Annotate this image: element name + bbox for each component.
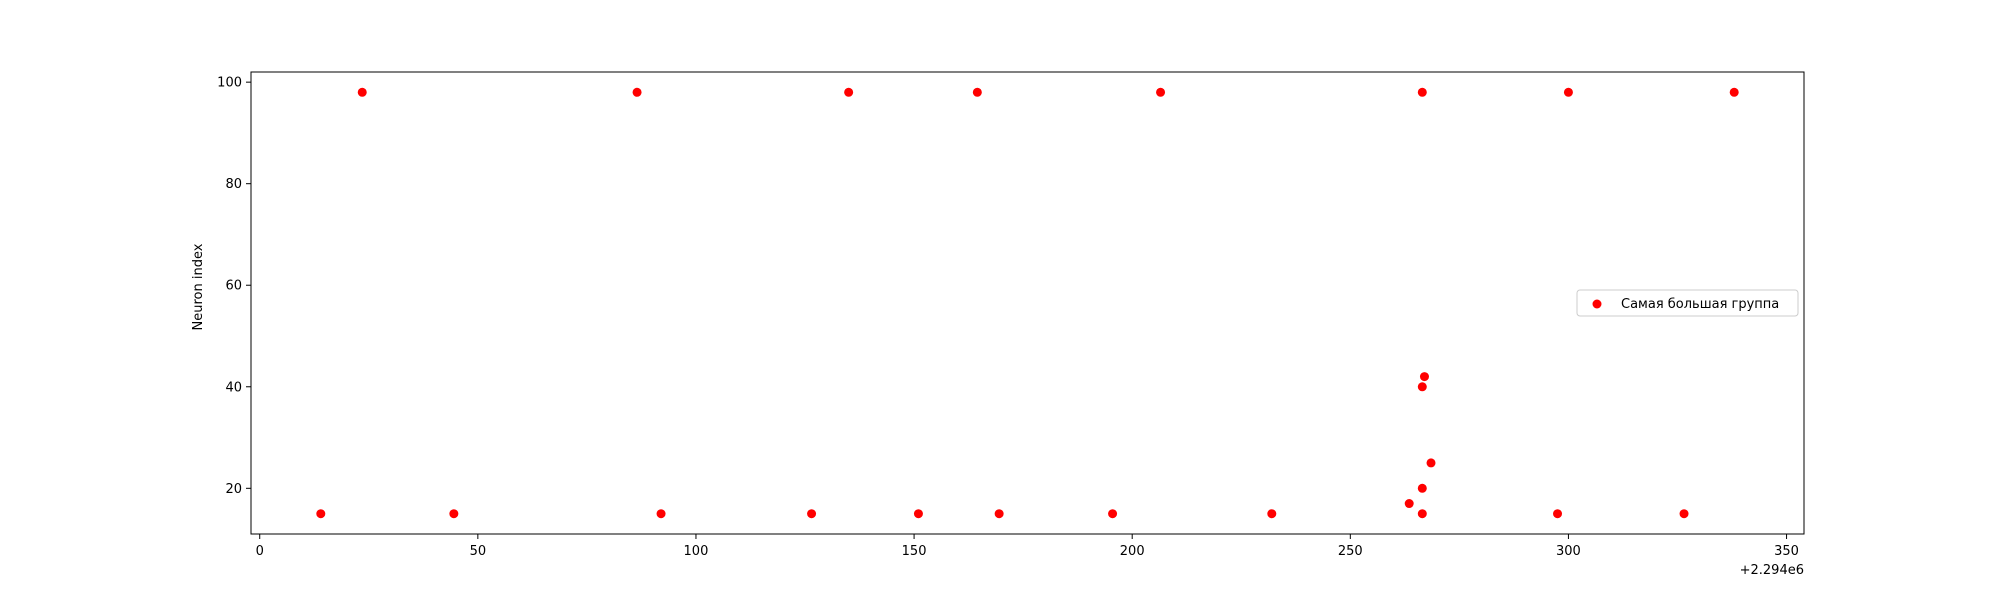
- scatter-point: [1417, 382, 1427, 392]
- x-tick-label: 300: [1556, 544, 1581, 559]
- scatter-point: [357, 87, 367, 97]
- scatter-point: [1426, 458, 1436, 468]
- scatter-point: [1553, 509, 1563, 519]
- legend-box: [1576, 289, 1799, 317]
- scatter-points: [316, 87, 1739, 519]
- scatter-point: [1156, 87, 1166, 97]
- x-tick-label: 200: [1120, 544, 1145, 559]
- y-tick-label: 40: [225, 380, 242, 395]
- y-axis-ticks: 20 40 60 80 100: [217, 76, 251, 497]
- axes-frame: [250, 71, 1805, 535]
- scatter-point: [632, 87, 642, 97]
- scatter-point: [1267, 509, 1277, 519]
- scatter-point: [1417, 87, 1427, 97]
- scatter-point: [449, 509, 459, 519]
- x-tick-label: 150: [902, 544, 927, 559]
- y-axis-label: Neuron index: [191, 243, 206, 330]
- x-tick-label: 0: [256, 544, 264, 559]
- legend-label: Самая большая группа: [1621, 297, 1779, 312]
- x-tick-label: 250: [1338, 544, 1363, 559]
- plot-area: 0 50 100 150 200 250 300 350 20 40 60 80 100: [217, 71, 1805, 559]
- x-axis-ticks: 0 50 100 150 200 250 300 350: [256, 534, 1799, 559]
- scatter-point: [1563, 87, 1573, 97]
- scatter-point: [1729, 87, 1739, 97]
- y-tick-label: 100: [217, 76, 242, 91]
- scatter-point: [1419, 372, 1429, 382]
- scatter-point: [656, 509, 666, 519]
- scatter-point: [994, 509, 1004, 519]
- legend: Самая большая группа: [1576, 289, 1799, 317]
- x-axis-offset-label: +2.294e6: [1740, 563, 1804, 578]
- scatter-point: [913, 509, 923, 519]
- x-tick-label: 100: [684, 544, 709, 559]
- scatter-point: [1108, 509, 1118, 519]
- legend-marker: [1592, 299, 1602, 309]
- x-tick-label: 350: [1774, 544, 1799, 559]
- scatter-point: [807, 509, 817, 519]
- scatter-point: [1404, 499, 1414, 509]
- x-tick-label: 50: [470, 544, 487, 559]
- scatter-point: [1679, 509, 1689, 519]
- y-tick-label: 80: [225, 177, 242, 192]
- scatter-point: [1417, 483, 1427, 493]
- y-tick-label: 60: [225, 279, 242, 294]
- y-tick-label: 20: [225, 482, 242, 497]
- scatter-point: [844, 87, 854, 97]
- scatter-point: [972, 87, 982, 97]
- scatter-point: [1417, 509, 1427, 519]
- scatter-point: [316, 509, 326, 519]
